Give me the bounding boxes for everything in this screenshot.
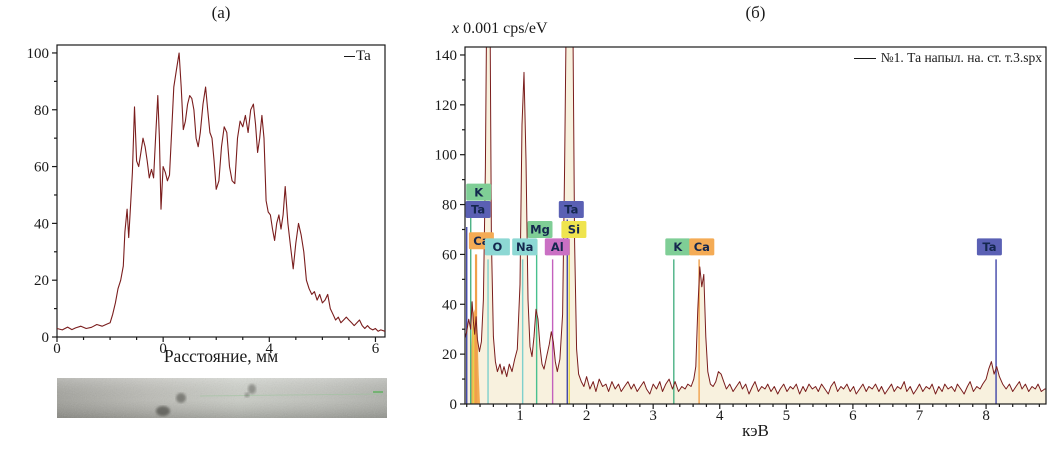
panel-a-legend: Ta xyxy=(344,48,371,65)
plot-frame xyxy=(464,46,1047,405)
x-tick-label: 4 xyxy=(266,341,274,357)
x-tick-label: 6 xyxy=(372,341,380,357)
axes xyxy=(460,46,1047,409)
panel-b-title: (б) xyxy=(745,3,766,22)
element-label-box-K: K xyxy=(466,183,492,201)
panel-b-legend: №1. Та напыл. на. ст. т.3.spx xyxy=(853,50,1042,66)
y-tick-label: 60 xyxy=(442,247,457,263)
legend-line-sample-icon xyxy=(344,56,355,57)
y-tick-label: 60 xyxy=(34,160,49,176)
x-tick-label: 5 xyxy=(783,408,791,424)
element-box xyxy=(512,238,538,256)
scratch-line xyxy=(199,393,384,397)
panel-a-x-axis-label: Расстояние, мм xyxy=(163,346,279,366)
element-symbol: Al xyxy=(551,240,564,254)
element-label-box-Na: Na xyxy=(512,238,538,256)
dark-spot xyxy=(176,393,186,403)
element-symbol: Ta xyxy=(982,240,996,254)
dark-spot xyxy=(156,406,170,416)
element-symbol: K xyxy=(474,185,484,199)
element-box xyxy=(544,238,570,256)
element-label-box-Ta: Ta xyxy=(465,201,491,218)
element-label-box-Ta: Ta xyxy=(558,201,584,218)
legend-line-sample-icon xyxy=(853,57,876,59)
ta-profile-line xyxy=(56,52,386,332)
x-tick-label: 1 xyxy=(516,408,524,424)
panel-a-title: (а) xyxy=(211,3,231,22)
dark-spot xyxy=(248,384,256,394)
y-tick-label: 20 xyxy=(442,347,457,363)
y-tick-label: 0 xyxy=(450,397,458,413)
y-tick-label: 140 xyxy=(435,48,458,64)
element-box xyxy=(561,221,587,238)
y-axis-label-units: 0.001 cps/eV xyxy=(463,20,548,37)
spectrum-line xyxy=(465,47,1046,395)
x-tick-label: 4 xyxy=(716,408,724,424)
x-tick-label: 2 xyxy=(583,408,591,424)
y-tick-label: 120 xyxy=(435,98,458,114)
element-symbol: Na xyxy=(516,240,533,254)
x-tick-label: 0 xyxy=(159,341,167,357)
element-label-box-K: K xyxy=(665,238,691,256)
panel-b-legend-label: №1. Та напыл. на. ст. т.3.spx xyxy=(880,50,1042,65)
panel-b-x-axis-label: кэВ xyxy=(742,421,769,440)
element-label-box-Ta: Ta xyxy=(976,238,1002,256)
element-symbol: Si xyxy=(568,223,580,237)
x-tick-label: 3 xyxy=(649,408,657,424)
element-symbol: Ta xyxy=(564,203,578,217)
element-symbol: Ta xyxy=(471,203,485,217)
element-symbol: Mg xyxy=(530,223,550,237)
panel-a-legend-label: Ta xyxy=(356,48,371,64)
y-tick-label: 20 xyxy=(34,273,49,289)
y-tick-label: 0 xyxy=(42,330,50,346)
element-label-box-Si: Si xyxy=(561,221,587,238)
x-tick-label: 6 xyxy=(849,408,857,424)
element-symbol: K xyxy=(673,240,683,254)
element-box xyxy=(465,201,491,218)
element-box xyxy=(466,183,492,201)
element-box xyxy=(558,201,584,218)
element-box xyxy=(665,238,691,256)
element-label-box-Al: Al xyxy=(544,238,570,256)
y-tick-label: 100 xyxy=(435,148,458,164)
panel-b-y-axis-label: x 0.001 cps/eV xyxy=(452,20,548,38)
y-tick-label: 100 xyxy=(27,46,50,62)
element-symbol: Ca xyxy=(694,240,710,254)
y-axis-label-multiplier: x xyxy=(452,20,460,37)
element-box xyxy=(527,221,553,238)
y-tick-label: 40 xyxy=(442,297,457,313)
element-box xyxy=(689,238,715,256)
axes xyxy=(52,44,386,342)
element-label-box-Ca: Ca xyxy=(689,238,715,256)
y-tick-label: 80 xyxy=(442,198,457,214)
element-box xyxy=(484,238,510,256)
element-label-box-Mg: Mg xyxy=(527,221,553,238)
x-tick-label: 7 xyxy=(916,408,924,424)
y-tick-label: 80 xyxy=(34,103,49,119)
x-tick-label: 8 xyxy=(982,408,990,424)
element-label-box-O: O xyxy=(484,238,510,256)
micrograph-strip xyxy=(57,378,387,418)
plot-frame xyxy=(56,44,386,338)
dark-spot xyxy=(244,392,250,398)
y-tick-label: 40 xyxy=(34,216,49,232)
x-tick-label: 0 xyxy=(53,341,61,357)
element-box xyxy=(976,238,1002,256)
element-symbol: O xyxy=(493,240,503,254)
